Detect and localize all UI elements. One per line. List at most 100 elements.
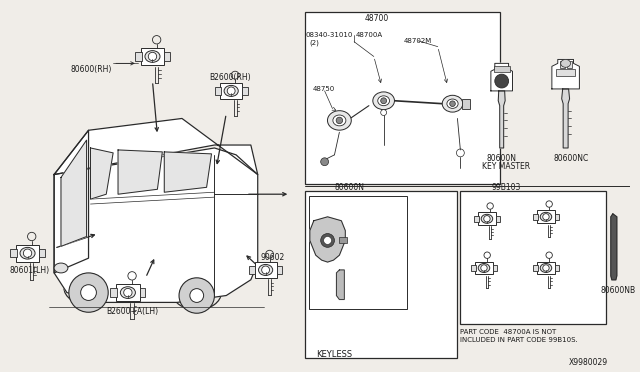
Bar	[555, 265, 559, 271]
Bar	[220, 83, 242, 99]
Ellipse shape	[540, 263, 552, 272]
Bar	[474, 216, 479, 222]
Bar	[537, 211, 555, 223]
Ellipse shape	[259, 264, 273, 275]
Text: (28599): (28599)	[339, 260, 367, 267]
Text: KEYLESS: KEYLESS	[316, 350, 353, 359]
Text: (28260): (28260)	[311, 206, 339, 212]
Circle shape	[543, 214, 549, 220]
Ellipse shape	[333, 115, 346, 126]
Text: 80600(RH): 80600(RH)	[71, 65, 112, 74]
Circle shape	[81, 285, 97, 301]
Circle shape	[484, 216, 490, 222]
Circle shape	[24, 249, 32, 257]
Circle shape	[543, 265, 549, 271]
Polygon shape	[552, 60, 579, 89]
Ellipse shape	[481, 214, 493, 223]
Polygon shape	[61, 140, 86, 246]
Bar	[16, 245, 39, 262]
Ellipse shape	[442, 95, 463, 112]
Bar	[556, 69, 575, 76]
Text: 80600NC: 80600NC	[554, 154, 589, 163]
Bar	[555, 214, 559, 220]
Bar	[135, 52, 141, 61]
Ellipse shape	[378, 96, 390, 106]
Polygon shape	[337, 270, 344, 299]
Circle shape	[227, 87, 235, 95]
Bar	[110, 288, 117, 297]
Circle shape	[179, 278, 214, 313]
Bar	[255, 262, 276, 278]
Polygon shape	[611, 214, 617, 280]
Bar	[309, 196, 407, 309]
Polygon shape	[310, 217, 346, 262]
Ellipse shape	[321, 234, 335, 247]
Bar	[39, 249, 45, 257]
Bar	[214, 87, 221, 95]
Text: INCLUDED IN PART CODE 99B10S.: INCLUDED IN PART CODE 99B10S.	[460, 337, 578, 343]
Ellipse shape	[447, 99, 458, 108]
Bar	[532, 265, 538, 271]
Polygon shape	[90, 148, 113, 199]
Bar	[305, 12, 500, 185]
Bar	[242, 87, 248, 95]
Ellipse shape	[120, 287, 136, 298]
Bar	[460, 191, 606, 324]
Circle shape	[190, 289, 204, 302]
Bar	[537, 262, 555, 275]
Bar	[10, 249, 17, 257]
Ellipse shape	[54, 263, 68, 273]
Polygon shape	[118, 150, 163, 194]
Circle shape	[381, 110, 387, 116]
Bar	[276, 266, 282, 274]
Bar	[494, 66, 509, 72]
Ellipse shape	[224, 86, 238, 96]
Text: 48700A: 48700A	[356, 32, 383, 38]
Bar	[249, 266, 255, 274]
Bar	[305, 191, 458, 359]
Text: SEC.253: SEC.253	[311, 199, 340, 205]
Text: B2600+A(LH): B2600+A(LH)	[106, 307, 158, 316]
Circle shape	[381, 98, 387, 104]
Circle shape	[262, 266, 269, 274]
Bar	[532, 214, 538, 220]
Bar	[339, 237, 348, 243]
Text: 80600NB: 80600NB	[600, 286, 635, 295]
Text: 48700: 48700	[365, 14, 389, 23]
Ellipse shape	[561, 60, 570, 67]
Circle shape	[69, 273, 108, 312]
Bar	[116, 284, 140, 301]
Text: 80600N: 80600N	[335, 183, 364, 192]
Bar	[493, 265, 497, 271]
Polygon shape	[562, 89, 570, 148]
Text: 80600N: 80600N	[487, 154, 517, 163]
Text: 48702M: 48702M	[403, 38, 431, 44]
Bar	[496, 216, 500, 222]
Circle shape	[336, 117, 342, 124]
Bar	[164, 52, 170, 61]
Text: SEC.253: SEC.253	[339, 253, 369, 259]
Polygon shape	[491, 63, 513, 91]
Bar	[141, 48, 164, 65]
Bar	[475, 262, 493, 275]
Text: B2600(RH): B2600(RH)	[209, 73, 251, 82]
Bar	[478, 212, 496, 225]
Text: 48750: 48750	[313, 86, 335, 92]
Polygon shape	[54, 148, 258, 302]
Text: KEY MASTER: KEY MASTER	[482, 162, 530, 171]
Circle shape	[495, 74, 509, 88]
Text: 80604H: 80604H	[354, 199, 382, 205]
Ellipse shape	[328, 111, 351, 130]
Bar	[140, 288, 145, 297]
Circle shape	[124, 288, 132, 297]
Bar	[566, 61, 572, 68]
Ellipse shape	[373, 92, 394, 110]
Text: 99B103: 99B103	[492, 183, 521, 192]
Text: 80601(LH): 80601(LH)	[10, 266, 50, 275]
Polygon shape	[54, 130, 88, 273]
Text: 90602: 90602	[260, 253, 285, 262]
Polygon shape	[164, 152, 211, 192]
Bar	[470, 265, 476, 271]
Ellipse shape	[478, 263, 490, 272]
Ellipse shape	[324, 237, 332, 244]
